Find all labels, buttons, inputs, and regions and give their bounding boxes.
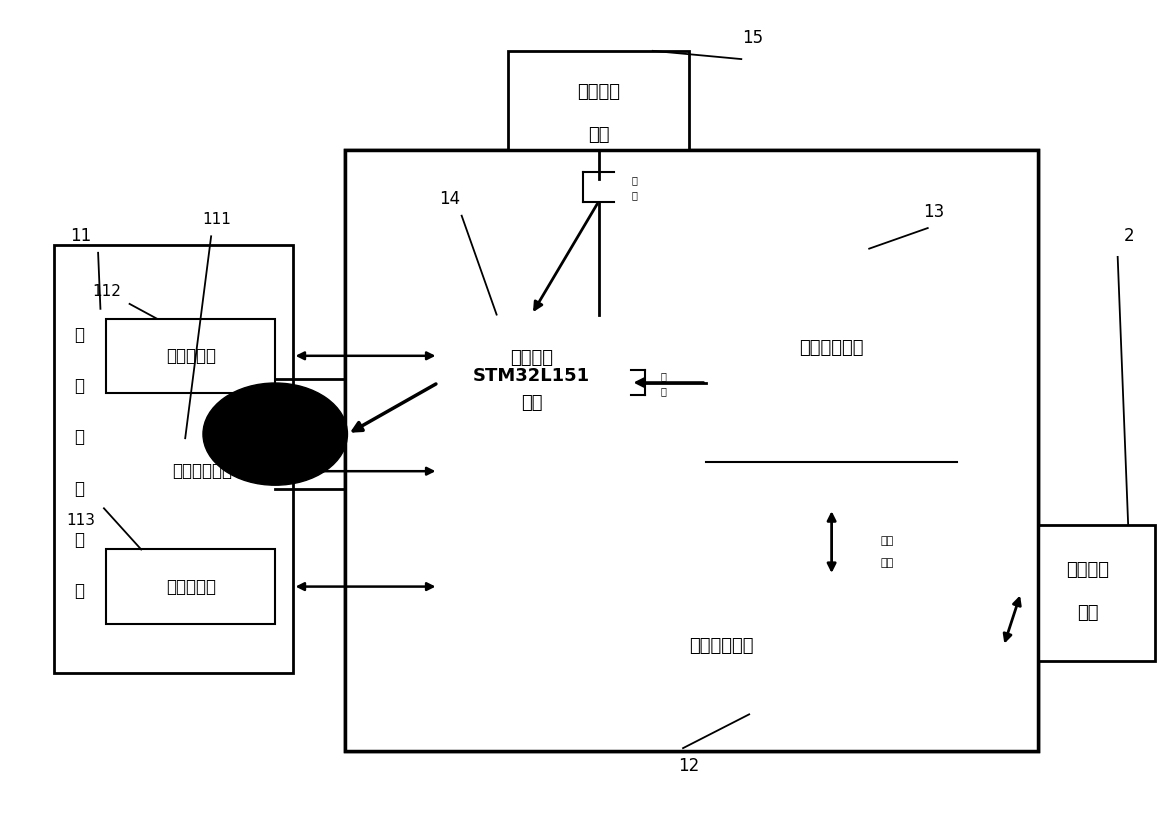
Text: 113: 113	[67, 513, 95, 528]
Text: 醒: 醒	[632, 190, 638, 200]
Text: 13: 13	[923, 203, 944, 221]
Bar	[54, 245, 293, 673]
Text: 12: 12	[679, 758, 700, 775]
Circle shape	[203, 383, 347, 485]
Text: 地址唤醒: 地址唤醒	[577, 83, 620, 101]
Text: 唤醒: 唤醒	[881, 536, 895, 547]
Text: STM32L151: STM32L151	[473, 367, 590, 385]
Text: 14: 14	[439, 190, 460, 208]
Text: 11: 11	[70, 227, 91, 246]
Text: 电源管理: 电源管理	[510, 349, 554, 367]
Text: 唤: 唤	[632, 175, 638, 185]
Text: 水浸传感器: 水浸传感器	[166, 347, 216, 365]
Bar	[438, 578, 1003, 715]
Bar	[438, 314, 625, 451]
Text: 次数: 次数	[881, 558, 895, 568]
Text: 检: 检	[75, 428, 84, 447]
Text: 数据处理模块: 数据处理模块	[689, 638, 753, 655]
Bar	[707, 249, 957, 513]
Text: 2: 2	[1124, 227, 1134, 246]
Bar	[345, 150, 1038, 752]
Text: 备份存储模块: 备份存储模块	[799, 338, 864, 356]
Text: 唤: 唤	[660, 371, 666, 381]
Text: 块: 块	[75, 581, 84, 600]
Text: 模块: 模块	[588, 127, 610, 145]
Text: 通信网络: 通信网络	[1066, 561, 1110, 579]
Bar	[106, 549, 276, 624]
Text: 模块: 模块	[521, 394, 542, 412]
Text: 烟雾传感器: 烟雾传感器	[166, 577, 216, 595]
Text: 15: 15	[743, 30, 764, 47]
Text: 境: 境	[75, 377, 84, 395]
Text: 醒: 醒	[660, 386, 666, 396]
Text: 环: 环	[75, 326, 84, 344]
Text: 111: 111	[202, 213, 231, 227]
Text: 112: 112	[92, 284, 120, 299]
Text: 测: 测	[75, 480, 84, 498]
Bar	[106, 318, 276, 393]
Bar	[1021, 525, 1155, 661]
Bar	[345, 150, 1038, 752]
Text: 温湿度传感器: 温湿度传感器	[172, 462, 232, 480]
Text: 系统: 系统	[1077, 605, 1099, 623]
Bar	[508, 50, 689, 179]
Text: 模: 模	[75, 531, 84, 548]
